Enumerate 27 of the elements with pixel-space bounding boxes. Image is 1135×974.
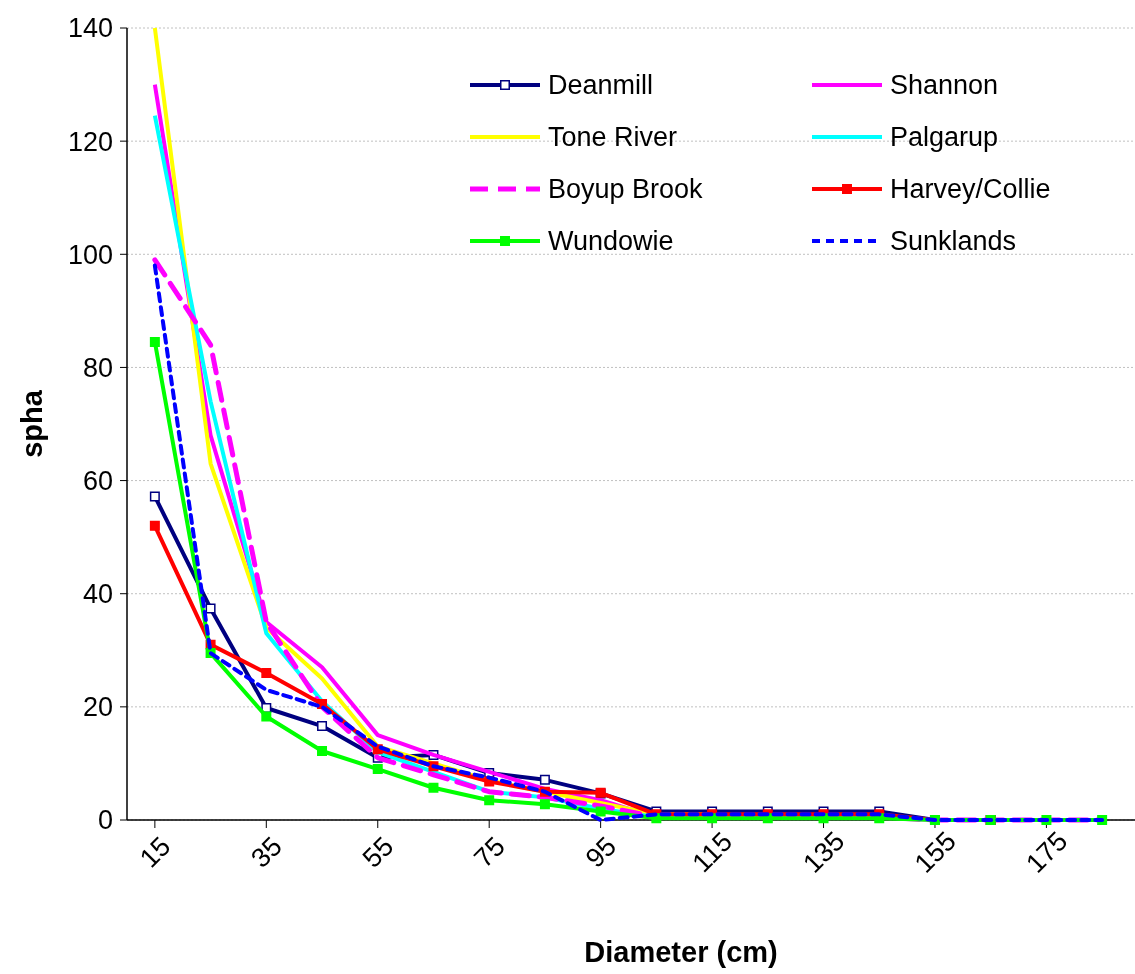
x-tick-label: 75	[468, 831, 511, 874]
x-tick-label: 95	[579, 831, 623, 874]
y-tick-label: 40	[82, 579, 113, 610]
x-tick-label: 155	[908, 825, 962, 879]
legend-label: Tone River	[548, 122, 678, 153]
y-tick-label: 80	[82, 352, 113, 383]
y-tick-label: 100	[67, 239, 113, 270]
y-tick-label: 140	[67, 13, 113, 44]
y-tick-label: 120	[67, 126, 113, 157]
y-tick-label: 0	[97, 805, 113, 836]
x-tick-label: 15	[133, 831, 177, 874]
x-tick-label: 135	[797, 825, 851, 879]
legend-label: Deanmill	[548, 70, 654, 101]
y-tick-label: 60	[82, 466, 113, 497]
legend-label: Wundowie	[548, 226, 674, 257]
legend-label: Sunklands	[890, 226, 1017, 257]
y-tick-label: 20	[82, 692, 113, 723]
legend-label: Shannon	[890, 70, 999, 101]
legend-label: Harvey/Collie	[890, 174, 1051, 205]
y-axis-title: spha	[16, 389, 48, 458]
x-tick-label: 115	[686, 826, 739, 879]
x-tick-label: 35	[245, 831, 288, 874]
legend-label: Palgarup	[890, 122, 999, 153]
x-axis-title: Diameter (cm)	[584, 936, 778, 968]
legend-label: Boyup Brook	[548, 174, 704, 205]
x-tick-label: 55	[356, 831, 400, 874]
x-tick-label: 175	[1020, 825, 1074, 879]
